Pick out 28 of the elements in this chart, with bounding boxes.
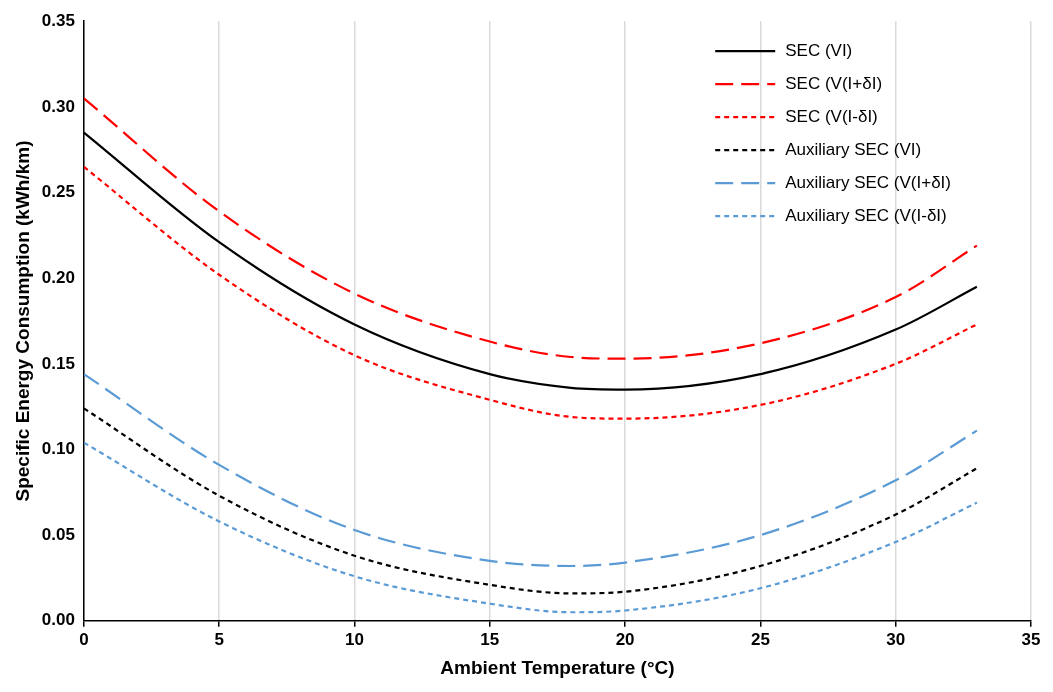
x-tick-label: 10 [345, 629, 364, 649]
x-tick-label: 30 [886, 629, 906, 649]
legend-label: SEC (V(I+δI) [785, 73, 883, 93]
legend-label: Auxiliary SEC (V(I+δI) [785, 172, 952, 192]
y-tick-label: 0.05 [41, 524, 75, 544]
y-tick-label: 0.10 [41, 439, 75, 459]
y-tick-label: 0.30 [41, 96, 75, 116]
x-tick-label: 15 [480, 629, 500, 649]
x-tick-label: 25 [750, 629, 770, 649]
line-series [83, 165, 978, 420]
x-tick-label: 35 [1021, 629, 1041, 649]
legend-label: Auxiliary SEC (VI) [785, 139, 922, 159]
y-tick-label: 0.00 [41, 610, 75, 630]
x-tick-label: 20 [615, 629, 635, 649]
x-axis-title: Ambient Temperature (°C) [440, 656, 675, 678]
y-axis-title: Specific Energy Consumption (kWh/km) [11, 140, 33, 502]
line-series [83, 97, 978, 360]
line-series [83, 373, 978, 568]
y-tick-label: 0.15 [41, 353, 75, 373]
y-tick-label: 0.20 [41, 267, 75, 287]
legend-label: SEC (VI) [785, 40, 853, 60]
x-tick-label: 0 [79, 629, 89, 649]
legend-label: SEC (V(I-δI) [785, 106, 878, 126]
y-tick-label: 0.25 [41, 182, 75, 202]
legend-label: Auxiliary SEC (V(I-δI) [785, 205, 947, 225]
line-series [83, 441, 978, 614]
x-tick-label: 5 [214, 629, 224, 649]
y-tick-label: 0.35 [41, 10, 75, 30]
